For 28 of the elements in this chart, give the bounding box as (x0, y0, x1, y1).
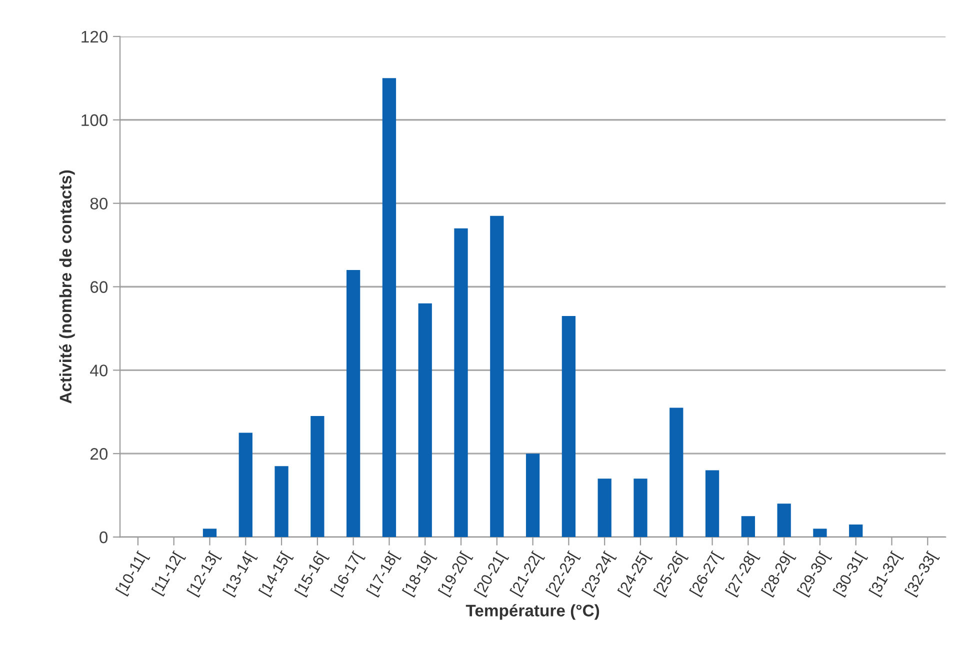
bar (526, 454, 540, 538)
y-tick-label: 100 (82, 114, 108, 126)
y-tick-label: 20 (90, 448, 108, 460)
bar (454, 228, 468, 538)
x-axis-title: Température (°C) (466, 604, 600, 620)
bar (418, 303, 432, 538)
bar (310, 416, 324, 538)
y-tick-label: 40 (90, 364, 108, 376)
y-tick-label: 120 (82, 30, 108, 43)
bar (382, 78, 396, 538)
bar (705, 470, 720, 538)
bar (346, 270, 360, 538)
bar (741, 516, 755, 538)
bar (634, 478, 648, 538)
bar (813, 528, 827, 538)
bar (562, 316, 576, 538)
bar (670, 408, 684, 538)
y-axis-title: Activité (nombre de contacts) (59, 170, 75, 404)
bar (598, 478, 612, 538)
y-tick-label: 0 (100, 531, 108, 544)
bar (777, 504, 791, 538)
bar (202, 528, 217, 538)
y-tick-label: 80 (90, 198, 108, 210)
bar (849, 524, 863, 538)
y-tick-label: 60 (90, 281, 108, 293)
bar (274, 466, 288, 538)
bar (490, 216, 504, 538)
bar (238, 432, 252, 538)
